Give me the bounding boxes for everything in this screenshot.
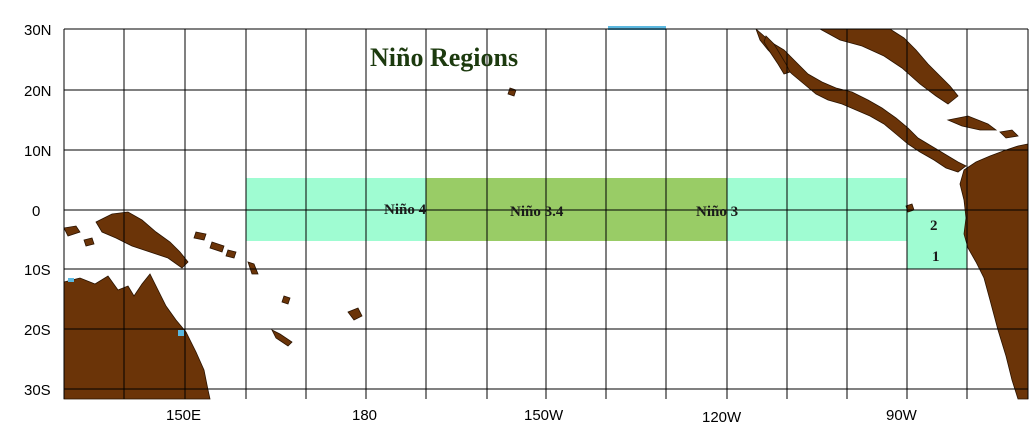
north-central-america-landmass [755, 28, 967, 173]
lon-label-180: 180 [352, 407, 377, 424]
region-label-nino3: Niño 3 [696, 204, 738, 220]
lat-label-10n: 10N [24, 143, 52, 160]
lat-label-20n: 20N [24, 83, 52, 100]
lon-label-90w: 90W [886, 407, 918, 424]
longitude-labels: 150E 180 150W 120W 90W [166, 407, 918, 426]
coast-water-accent [68, 278, 74, 282]
lat-label-20s: 20S [24, 322, 51, 339]
new-guinea-landmass [95, 211, 189, 269]
map-title: Niño Regions [370, 43, 518, 72]
gulf-water-accent [178, 330, 184, 336]
australia-landmass [63, 273, 211, 400]
lat-label-0: 0 [32, 203, 40, 220]
lon-label-150e: 150E [166, 407, 201, 424]
tonga-island [347, 307, 363, 321]
region-label-nino34: Niño 3.4 [510, 204, 564, 220]
vanuatu-island [247, 261, 259, 275]
indonesia-island-1 [63, 225, 81, 237]
solomon-island-3 [225, 249, 237, 259]
south-america-landmass [959, 143, 1029, 400]
indonesia-island-2 [83, 237, 95, 247]
land-masses [63, 28, 1029, 400]
hispaniola-island [999, 129, 1019, 139]
grid-lines [63, 28, 1029, 399]
solomon-island-2 [209, 241, 225, 253]
solomon-island-1 [193, 231, 207, 241]
new-caledonia-island [271, 329, 293, 347]
lon-label-120w: 120W [702, 409, 742, 426]
lat-label-10s: 10S [24, 262, 51, 279]
cuba-island [946, 115, 998, 131]
lon-label-150w: 150W [524, 407, 564, 424]
lat-label-30n: 30N [24, 22, 52, 39]
region-label-nino1: 1 [932, 249, 940, 265]
top-water-bar [608, 26, 666, 30]
region-label-nino2: 2 [930, 218, 938, 234]
region-label-nino4: Niño 4 [384, 202, 427, 218]
latitude-labels: 30N 20N 10N 0 10S 20S 30S [24, 22, 52, 399]
hawaii-island [507, 87, 517, 97]
nino2-box [907, 210, 967, 241]
nino1-box [907, 241, 967, 269]
lat-label-30s: 30S [24, 382, 51, 399]
fiji-island [281, 295, 291, 305]
